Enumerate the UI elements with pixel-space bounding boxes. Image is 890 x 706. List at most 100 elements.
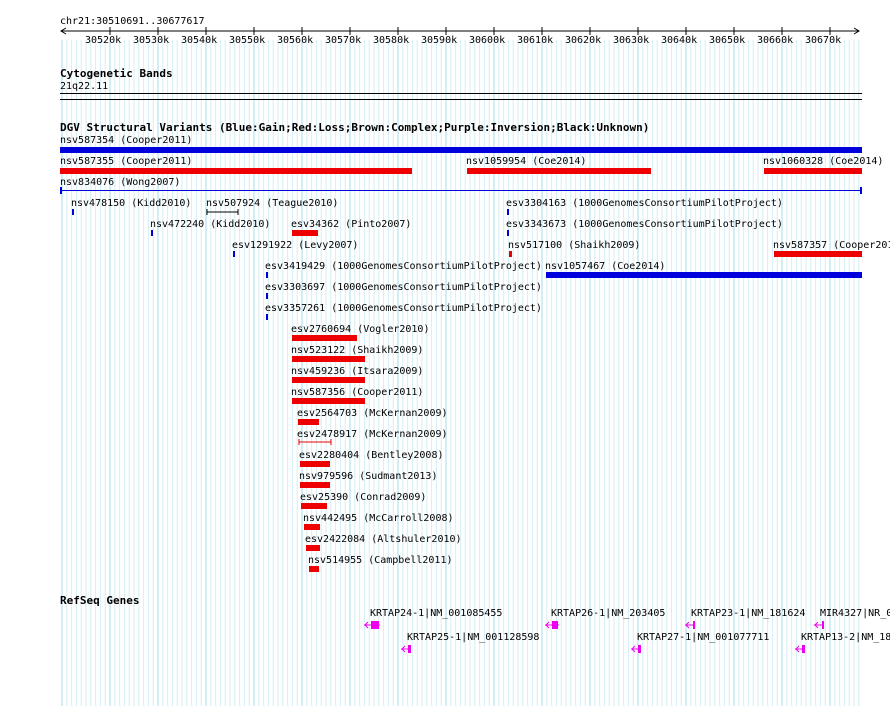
- dgv-feature-bar-loss[interactable]: [300, 482, 330, 488]
- dgv-feature-label[interactable]: esv2280404 (Bentley2008): [299, 450, 444, 461]
- cytoband-line-top: [60, 93, 862, 94]
- dgv-feature-bar-loss[interactable]: [300, 461, 330, 467]
- dgv-feature-bar-gain[interactable]: [266, 314, 268, 320]
- dgv-feature-bar-gain[interactable]: [266, 272, 268, 278]
- dgv-feature-label[interactable]: esv3419429 (1000GenomesConsortiumPilotPr…: [265, 261, 542, 272]
- gene-model-mir4327[interactable]: [812, 619, 826, 631]
- dgv-feature-bar-loss[interactable]: [292, 230, 318, 236]
- dgv-feature-bar-gain[interactable]: [266, 293, 268, 299]
- dgv-feature-label[interactable]: nsv587354 (Cooper2011): [60, 135, 193, 146]
- dgv-feature-label[interactable]: esv2422084 (Altshuler2010): [305, 534, 462, 545]
- dgv-feature-label[interactable]: esv3303697 (1000GenomesConsortiumPilotPr…: [265, 282, 542, 293]
- dgv-feature-label[interactable]: esv2478917 (McKernan2009): [297, 429, 448, 440]
- gene-model-krtap24-1[interactable]: [362, 619, 382, 631]
- dgv-feature-label[interactable]: nsv979596 (Sudmant2013): [299, 471, 438, 482]
- dgv-feature-bar-loss[interactable]: [60, 168, 412, 174]
- dgv-feature-label[interactable]: nsv514955 (Campbell2011): [308, 555, 453, 566]
- dgv-feature-bar-gain[interactable]: [507, 230, 509, 236]
- dgv-feature-label[interactable]: nsv834076 (Wong2007): [60, 177, 181, 188]
- ruler-tick-label: 30660k: [757, 35, 794, 46]
- cytoband-label: 21q22.11: [60, 81, 109, 92]
- dgv-feature-label[interactable]: nsv478150 (Kidd2010): [71, 198, 192, 209]
- dgv-feature-label[interactable]: nsv1057467 (Coe2014): [545, 261, 666, 272]
- dgv-feature-bar-loss[interactable]: [467, 168, 651, 174]
- refseq-track-title: RefSeq Genes: [60, 594, 140, 607]
- ruler-tick-label: 30640k: [661, 35, 698, 46]
- dgv-feature-label[interactable]: nsv587356 (Cooper2011): [291, 387, 424, 398]
- gene-model-krtap25-1[interactable]: [399, 643, 413, 655]
- dgv-feature-bar-loss[interactable]: [298, 419, 319, 425]
- dgv-feature-bar-loss[interactable]: [509, 251, 512, 257]
- dgv-feature-bar-gain[interactable]: [151, 230, 153, 236]
- dgv-feature-bar-loss[interactable]: [774, 251, 862, 257]
- gene-label[interactable]: KRTAP27-1|NM_001077711: [637, 632, 770, 643]
- ruler-tick-label: 30650k: [709, 35, 746, 46]
- gene-label[interactable]: KRTAP23-1|NM_181624: [691, 608, 806, 619]
- ruler-tick-label: 30540k: [181, 35, 218, 46]
- dgv-feature-bar-gain[interactable]: [233, 251, 235, 257]
- ruler-tick-label: 30620k: [565, 35, 602, 46]
- dgv-feature-label[interactable]: nsv523122 (Shaikh2009): [291, 345, 424, 356]
- dgv-feature-label[interactable]: nsv507924 (Teague2010): [206, 198, 339, 209]
- gene-model-krtap13-2[interactable]: [793, 643, 807, 655]
- gene-label[interactable]: KRTAP25-1|NM_001128598: [407, 632, 540, 643]
- dgv-feature-label[interactable]: nsv1059954 (Coe2014): [466, 156, 587, 167]
- dgv-feature-bar-loss[interactable]: [292, 398, 365, 404]
- dgv-feature-label[interactable]: nsv472240 (Kidd2010): [150, 219, 271, 230]
- dgv-feature-bar-loss[interactable]: [292, 335, 357, 341]
- dgv-feature-bar-gain[interactable]: [60, 147, 862, 153]
- ruler-coordinates: chr21:30510691..30677617: [60, 16, 205, 27]
- dgv-feature-bar-loss[interactable]: [304, 524, 320, 530]
- ruler-tick-label: 30520k: [85, 35, 122, 46]
- gene-label[interactable]: KRTAP24-1|NM_001085455: [370, 608, 503, 619]
- ruler-tick-label: 30610k: [517, 35, 554, 46]
- dgv-feature-label[interactable]: esv3304163 (1000GenomesConsortiumPilotPr…: [506, 198, 783, 209]
- dgv-feature-bar-loss[interactable]: [298, 438, 334, 446]
- dgv-feature-label[interactable]: esv3343673 (1000GenomesConsortiumPilotPr…: [506, 219, 783, 230]
- dgv-feature-label[interactable]: esv2760694 (Vogler2010): [291, 324, 430, 335]
- dgv-feature-bar-loss[interactable]: [309, 566, 319, 572]
- dgv-feature-bar-loss[interactable]: [292, 356, 365, 362]
- ruler-tick-label: 30580k: [373, 35, 410, 46]
- ruler-axis: [60, 27, 860, 35]
- dgv-feature-label[interactable]: nsv587355 (Cooper2011): [60, 156, 193, 167]
- cytoband-line-bottom: [60, 99, 862, 100]
- dgv-feature-label[interactable]: nsv442495 (McCarroll2008): [303, 513, 454, 524]
- dgv-feature-label[interactable]: nsv517100 (Shaikh2009): [508, 240, 641, 251]
- dgv-feature-endcap: [860, 187, 862, 194]
- ruler-tick-label: 30670k: [805, 35, 842, 46]
- dgv-feature-bar-gain[interactable]: [507, 209, 509, 215]
- dgv-feature-label[interactable]: esv1291922 (Levy2007): [232, 240, 359, 251]
- ruler-tick-label: 30630k: [613, 35, 650, 46]
- dgv-feature-label[interactable]: nsv1060328 (Coe2014): [763, 156, 884, 167]
- gene-model-krtap27-1[interactable]: [629, 643, 643, 655]
- gene-label[interactable]: MIR4327|NR_0: [820, 608, 890, 619]
- dgv-feature-bar-loss[interactable]: [764, 168, 862, 174]
- gene-label[interactable]: KRTAP13-2|NM_18: [801, 632, 890, 643]
- gene-label[interactable]: KRTAP26-1|NM_203405: [551, 608, 666, 619]
- dgv-feature-bar-gain[interactable]: [546, 272, 862, 278]
- dgv-feature-line-gain[interactable]: [60, 190, 862, 191]
- dgv-feature-bar-unknown[interactable]: [206, 208, 240, 216]
- gene-model-krtap23-1[interactable]: [683, 619, 697, 631]
- gene-model-krtap26-1[interactable]: [543, 619, 561, 631]
- dgv-feature-endcap: [60, 187, 62, 194]
- ruler-tick-label: 30560k: [277, 35, 314, 46]
- cytoband-track-title: Cytogenetic Bands: [60, 67, 173, 80]
- ruler-tick-label: 30600k: [469, 35, 506, 46]
- dgv-feature-bar-loss[interactable]: [306, 545, 320, 551]
- dgv-feature-label[interactable]: nsv587357 (Cooper2011): [773, 240, 890, 251]
- ruler-tick-label: 30550k: [229, 35, 266, 46]
- ruler-tick-label: 30590k: [421, 35, 458, 46]
- dgv-feature-label[interactable]: esv3357261 (1000GenomesConsortiumPilotPr…: [265, 303, 542, 314]
- dgv-feature-label[interactable]: esv34362 (Pinto2007): [291, 219, 412, 230]
- dgv-feature-label[interactable]: nsv459236 (Itsara2009): [291, 366, 424, 377]
- dgv-feature-label[interactable]: esv25390 (Conrad2009): [300, 492, 427, 503]
- ruler-tick-label: 30530k: [133, 35, 170, 46]
- dgv-feature-bar-gain[interactable]: [72, 209, 74, 215]
- ruler-tick-label: 30570k: [325, 35, 362, 46]
- dgv-feature-label[interactable]: esv2564703 (McKernan2009): [297, 408, 448, 419]
- dgv-feature-bar-loss[interactable]: [292, 377, 365, 383]
- dgv-track-title: DGV Structural Variants (Blue:Gain;Red:L…: [60, 121, 650, 134]
- dgv-feature-bar-loss[interactable]: [301, 503, 327, 509]
